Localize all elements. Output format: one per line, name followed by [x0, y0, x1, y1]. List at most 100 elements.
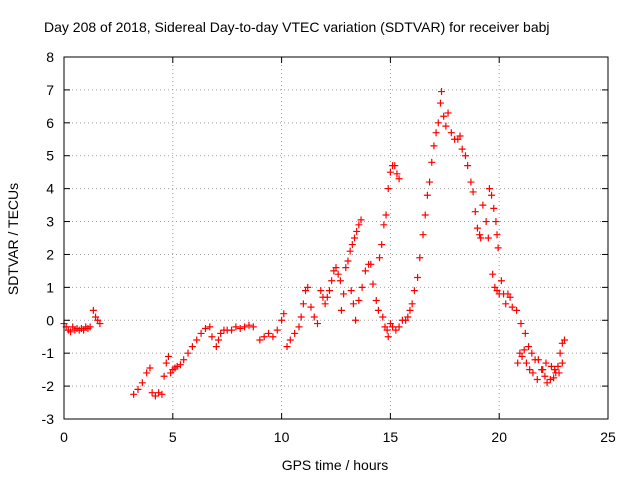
data-point: [542, 359, 550, 367]
data-point: [534, 356, 542, 364]
data-point: [492, 218, 500, 226]
data-point: [556, 349, 564, 357]
data-point: [236, 325, 244, 332]
data-point: [521, 329, 529, 337]
data-point: [348, 241, 356, 249]
data-point: [134, 385, 142, 393]
data-point: [155, 389, 163, 397]
data-point: [477, 234, 485, 242]
y-tick-label: 7: [46, 82, 54, 98]
data-point: [180, 356, 188, 364]
y-tick-label: 4: [46, 181, 54, 197]
data-point: [357, 216, 365, 224]
data-point: [353, 227, 361, 235]
data-point: [193, 336, 201, 344]
data-point: [321, 300, 329, 308]
data-point: [260, 333, 268, 341]
x-tick-label: 5: [169, 429, 177, 445]
data-point: [376, 254, 384, 262]
data-point: [146, 364, 154, 372]
data-point: [528, 349, 536, 357]
data-point: [432, 129, 440, 137]
data-point: [217, 329, 225, 337]
data-point: [334, 270, 342, 278]
data-point: [490, 204, 498, 212]
data-point: [546, 376, 554, 384]
data-point: [323, 293, 331, 301]
y-tick-label: 6: [46, 115, 54, 131]
y-tick-label: 8: [46, 49, 54, 65]
data-point: [273, 326, 281, 334]
y-tick-label: 0: [46, 312, 54, 328]
data-point: [176, 361, 184, 369]
data-point: [328, 277, 336, 285]
data-point: [410, 287, 418, 295]
data-point: [386, 168, 394, 176]
y-tick-label: 3: [46, 214, 54, 230]
x-axis-label: GPS time / hours: [282, 457, 389, 473]
data-point: [337, 306, 345, 314]
data-point: [314, 320, 322, 328]
data-point: [138, 379, 146, 387]
data-point: [392, 326, 400, 334]
data-point: [393, 170, 401, 178]
data-point: [404, 313, 412, 321]
data-point: [408, 300, 416, 308]
x-tick-label: 15: [383, 429, 399, 445]
data-point: [430, 142, 438, 150]
data-point: [554, 362, 562, 370]
data-point: [374, 306, 382, 314]
data-point: [307, 303, 315, 311]
data-series-sdtvar: [60, 88, 568, 400]
data-point: [558, 359, 566, 367]
data-point: [543, 379, 551, 387]
data-point: [383, 326, 391, 334]
data-point: [164, 352, 172, 360]
data-point: [391, 162, 399, 170]
data-point: [212, 343, 220, 351]
data-point: [162, 359, 170, 367]
data-point: [352, 316, 360, 324]
data-point: [533, 376, 541, 384]
data-point: [228, 326, 236, 334]
data-point: [539, 366, 547, 374]
data-point: [245, 321, 253, 329]
data-point: [265, 329, 273, 337]
data-point: [488, 191, 496, 199]
data-point: [458, 145, 466, 153]
data-point: [489, 270, 497, 278]
data-point: [344, 257, 352, 265]
data-point: [461, 152, 469, 160]
y-tick-label: -1: [42, 345, 55, 361]
data-point: [188, 343, 196, 351]
data-point: [419, 231, 427, 239]
data-point: [304, 283, 312, 291]
x-tick-label: 0: [60, 429, 68, 445]
data-point: [395, 323, 403, 331]
data-point: [469, 188, 477, 196]
data-point: [336, 277, 344, 285]
data-point: [295, 323, 303, 331]
data-point: [382, 211, 390, 219]
data-point: [428, 158, 436, 166]
data-point: [395, 175, 403, 183]
data-point: [456, 132, 464, 140]
data-point: [513, 306, 521, 314]
data-point: [358, 283, 366, 291]
data-point: [384, 333, 392, 341]
data-point: [299, 300, 307, 308]
data-point: [332, 264, 340, 272]
data-point: [214, 336, 222, 344]
data-point: [86, 323, 94, 331]
data-point: [473, 224, 481, 232]
y-tick-label: -2: [42, 378, 55, 394]
data-point: [249, 323, 257, 331]
data-point: [325, 287, 333, 295]
data-point: [297, 313, 305, 321]
data-point: [421, 211, 429, 219]
data-point: [493, 231, 501, 239]
data-point: [378, 241, 386, 249]
data-point: [551, 366, 559, 374]
data-point: [310, 313, 318, 321]
data-point: [206, 323, 214, 331]
